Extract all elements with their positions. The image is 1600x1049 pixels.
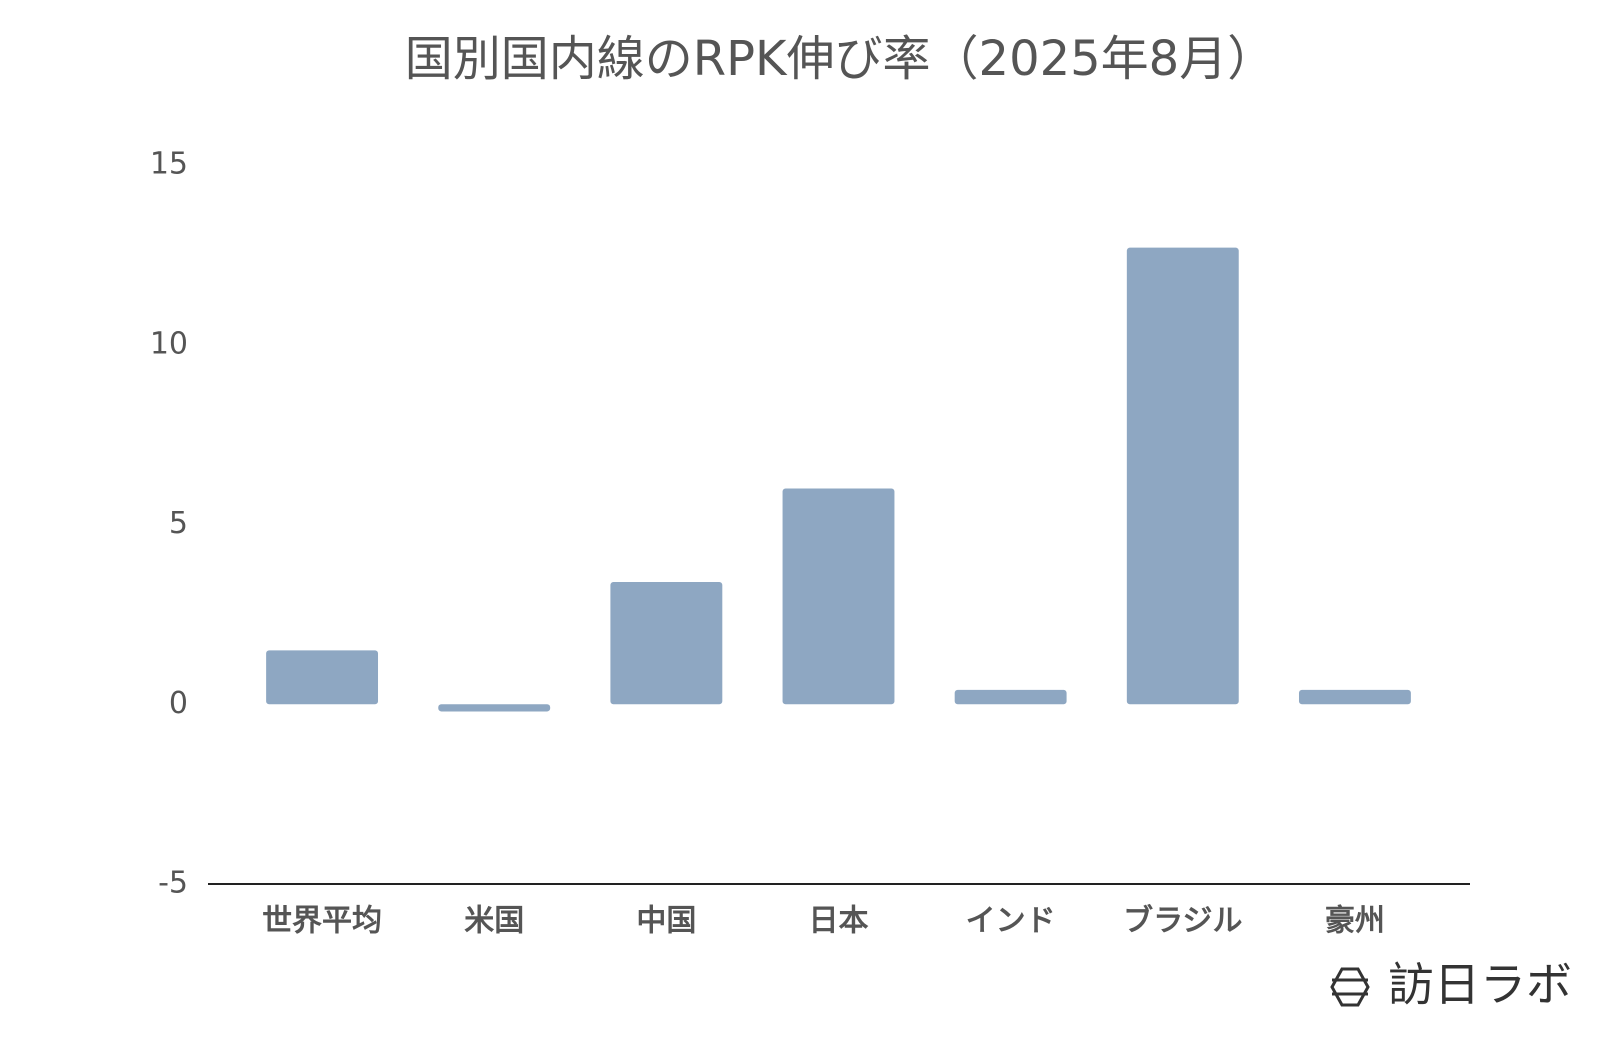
bar bbox=[954, 689, 1067, 705]
x-tick-label: インド bbox=[966, 904, 1056, 939]
x-tick-label: 中国 bbox=[636, 904, 696, 939]
bar bbox=[438, 704, 551, 712]
x-tick-label: 日本 bbox=[809, 904, 869, 939]
y-tick-label: 15 bbox=[150, 147, 188, 182]
x-tick-label: 豪州 bbox=[1325, 904, 1385, 939]
x-tick-label: ブラジル bbox=[1123, 904, 1242, 939]
logo-icon bbox=[1330, 967, 1370, 1007]
y-tick-label: -5 bbox=[158, 866, 188, 901]
bar bbox=[1126, 247, 1239, 705]
y-tick-label: 0 bbox=[169, 686, 188, 721]
logo: 訪日ラボ bbox=[1330, 958, 1572, 1012]
x-tick-label: 米国 bbox=[464, 904, 524, 939]
bar bbox=[266, 650, 379, 705]
x-tick-label: 世界平均 bbox=[262, 904, 382, 939]
y-tick-label: 10 bbox=[150, 326, 188, 361]
bar bbox=[610, 582, 723, 705]
bar bbox=[1298, 689, 1411, 705]
chart-title: 国別国内線のRPK伸び率（2025年8月） bbox=[405, 31, 1275, 87]
y-tick-label: 5 bbox=[169, 506, 188, 541]
watermark: 訪日ラボ bbox=[1388, 958, 1572, 1012]
bar bbox=[782, 488, 895, 705]
